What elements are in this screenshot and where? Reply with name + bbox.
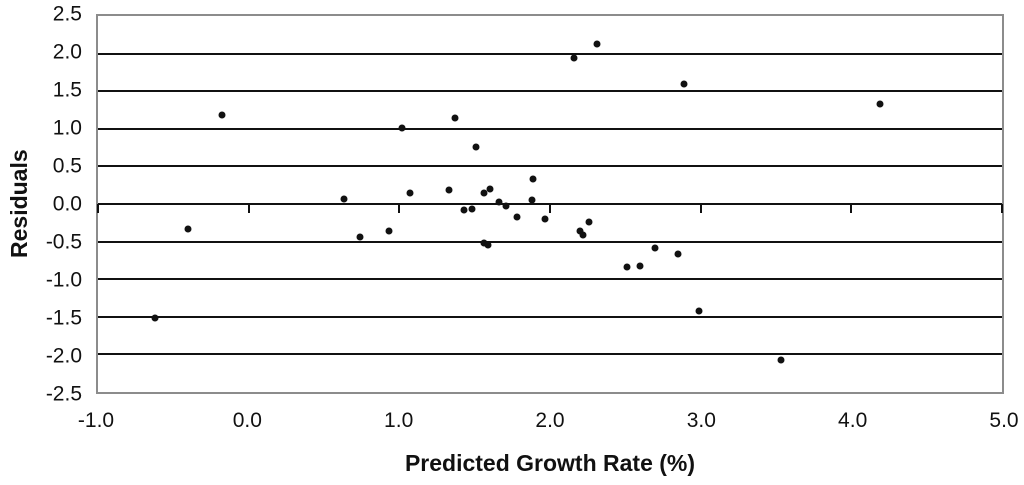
gridline-y-1	[98, 127, 1002, 130]
x-axis-tick--1	[97, 204, 99, 213]
data-point	[151, 314, 159, 322]
x-tick-label: 2.0	[535, 409, 565, 432]
data-point	[579, 231, 587, 239]
data-point	[468, 205, 476, 212]
y-tick-label: -1.0	[45, 268, 82, 292]
data-point	[636, 262, 644, 270]
y-tick-label: -1.5	[45, 306, 82, 330]
data-point	[460, 206, 468, 214]
data-point	[218, 111, 226, 119]
data-point	[484, 241, 492, 249]
data-point	[406, 189, 414, 197]
data-point	[495, 198, 503, 206]
y-tick-label: 0.5	[52, 154, 82, 178]
x-axis-title: Predicted Growth Rate (%)	[404, 450, 696, 476]
data-point	[356, 233, 364, 241]
data-point	[472, 143, 480, 151]
data-point	[674, 250, 682, 258]
x-axis-tick-0	[247, 204, 250, 213]
gridline-y--0.5	[98, 240, 1002, 243]
data-point	[486, 185, 494, 193]
y-tick-label: 2.5	[52, 2, 82, 26]
y-axis-tick-labels: 2.5 2.0 1.5 1.0 0.5 0.0 -0.5 -1.0 -1.5 -2.0 -2.5	[0, 4, 82, 405]
x-axis-tick-labels: -1.0 0.0 1.0 2.0 3.0 4.0 5.0	[78, 409, 1019, 436]
gridline-y--1.5	[98, 315, 1002, 318]
y-tick-label: -2.5	[45, 382, 82, 406]
gridline-y--2	[98, 353, 1002, 356]
x-tick-label: -1.0	[77, 409, 115, 432]
data-point	[451, 114, 459, 122]
data-point	[528, 196, 536, 204]
x-tick-label: 4.0	[838, 409, 868, 432]
x-tick-label: 1.0	[384, 409, 414, 432]
x-tick-label: 3.0	[686, 409, 716, 432]
data-point	[340, 195, 348, 203]
data-point	[695, 307, 703, 315]
data-point	[502, 202, 510, 210]
y-tick-label: 2.0	[52, 40, 82, 64]
y-tick-label: -2.0	[45, 344, 82, 368]
data-point	[651, 244, 659, 252]
x-tick-label: 0.0	[232, 409, 262, 432]
data-point	[480, 189, 488, 197]
y-tick-label: -0.5	[45, 230, 82, 254]
data-point	[529, 175, 537, 183]
x-axis-tick-2	[549, 204, 551, 213]
data-point	[585, 218, 593, 226]
data-point	[541, 215, 549, 223]
data-point	[398, 124, 406, 132]
x-axis-tick-3	[699, 204, 702, 213]
data-point	[445, 186, 453, 194]
gridline-y-1.5	[98, 90, 1002, 93]
gridline-y-0.5	[98, 165, 1002, 168]
data-point	[184, 225, 192, 233]
data-point	[876, 100, 884, 108]
data-point	[513, 213, 521, 221]
y-tick-label: 1.0	[52, 116, 82, 140]
data-point	[385, 227, 393, 235]
y-tick-label: 0.0	[52, 192, 82, 216]
data-point	[576, 227, 584, 235]
x-axis-tick-5	[1001, 204, 1003, 213]
x-tick-label: 5.0	[989, 409, 1019, 432]
gridline-y--1	[98, 278, 1002, 281]
data-point	[777, 356, 785, 364]
x-axis-tick-1	[398, 204, 401, 213]
data-point	[480, 239, 488, 247]
data-point	[623, 263, 631, 271]
data-point	[593, 40, 601, 48]
x-axis-tick-4	[850, 204, 853, 213]
gridline-y-2	[98, 52, 1002, 55]
plot-area	[96, 14, 1004, 394]
y-tick-label: 1.5	[52, 78, 82, 102]
data-point	[680, 80, 688, 88]
data-point	[570, 54, 578, 62]
